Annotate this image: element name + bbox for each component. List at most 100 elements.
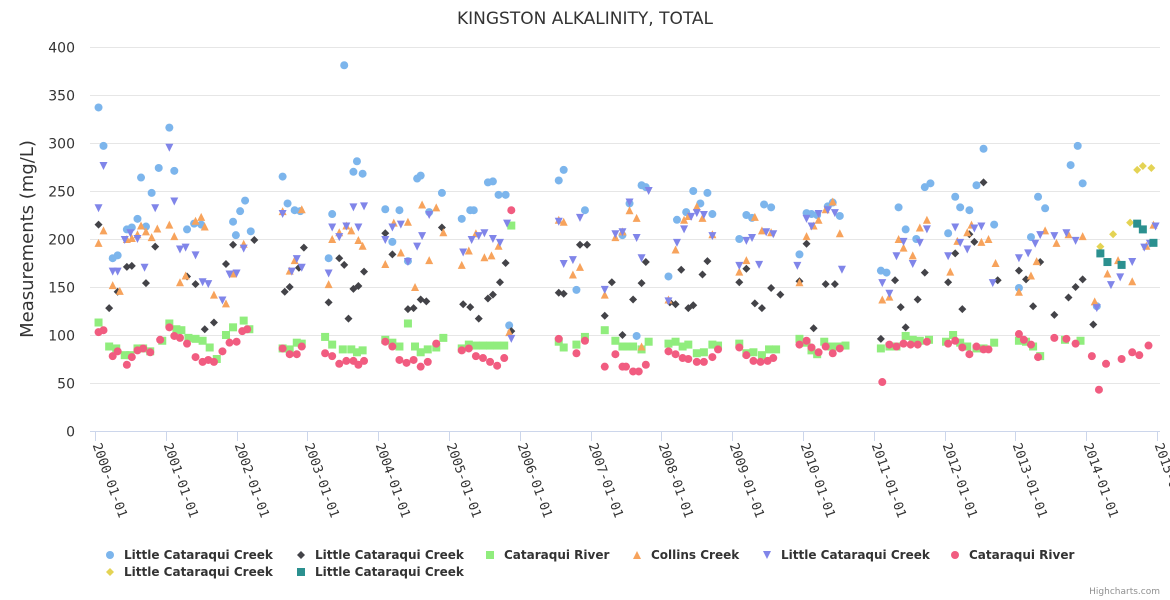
data-point[interactable] [358,241,367,250]
data-point[interactable] [757,226,766,235]
data-point[interactable] [575,240,584,249]
data-point[interactable] [915,336,924,345]
data-point[interactable] [358,169,367,178]
data-point[interactable] [388,237,397,246]
data-point[interactable] [395,355,404,364]
data-point[interactable] [212,355,221,363]
data-point[interactable] [418,200,427,209]
data-point[interactable] [575,213,584,222]
data-point[interactable] [221,331,230,339]
data-point[interactable] [99,141,108,150]
data-point[interactable] [328,235,337,243]
data-point[interactable] [395,342,404,351]
data-point[interactable] [600,311,609,320]
data-point[interactable] [830,280,839,289]
data-point[interactable] [632,213,641,222]
data-point[interactable] [765,345,774,354]
data-point[interactable] [901,225,910,234]
data-point[interactable] [181,243,190,252]
data-point[interactable] [568,270,577,279]
data-point[interactable] [113,267,122,276]
legend-item[interactable]: Collins Creek [633,548,740,562]
data-point[interactable] [644,337,653,346]
data-point[interactable] [1050,310,1059,319]
legend-item[interactable]: Little Cataraqui Creek [106,548,274,562]
data-point[interactable] [677,265,686,274]
data-point[interactable] [1032,257,1041,266]
legend-item[interactable]: Little Cataraqui Creek [297,565,465,579]
data-point[interactable] [388,223,397,232]
data-point[interactable] [439,333,448,342]
data-point[interactable] [637,254,646,263]
data-point[interactable] [381,235,390,244]
data-point[interactable] [165,323,174,332]
data-point[interactable] [915,223,924,232]
data-point[interactable] [197,212,206,221]
data-point[interactable] [241,196,250,205]
data-point[interactable] [1128,348,1137,357]
data-point[interactable] [94,318,103,327]
data-point[interactable] [926,179,935,188]
data-point[interactable] [559,259,568,268]
data-point[interactable] [501,190,510,199]
data-point[interactable] [113,347,122,356]
data-point[interactable] [466,303,475,312]
data-point[interactable] [559,165,568,174]
data-point[interactable] [280,287,289,296]
data-point[interactable] [756,357,765,366]
data-point[interactable] [495,278,504,287]
data-point[interactable] [1076,336,1085,345]
data-point[interactable] [814,215,823,224]
data-point[interactable] [946,267,955,276]
data-point[interactable] [772,345,781,354]
data-point[interactable] [191,280,200,289]
data-point[interactable] [381,229,390,238]
data-point[interactable] [708,340,717,349]
data-point[interactable] [600,290,609,299]
data-point[interactable] [977,237,986,246]
data-point[interactable] [835,211,844,220]
data-point[interactable] [246,227,255,236]
data-point[interactable] [299,243,308,252]
data-point[interactable] [328,340,337,349]
data-point[interactable] [342,356,351,365]
data-point[interactable] [1102,359,1111,368]
data-point[interactable] [1066,161,1075,170]
data-point[interactable] [684,340,693,349]
data-point[interactable] [493,361,502,370]
data-point[interactable] [360,267,369,276]
data-point[interactable] [913,295,922,304]
data-point[interactable] [285,350,294,359]
data-point[interactable] [698,213,707,222]
data-point[interactable] [146,348,155,357]
data-point[interactable] [671,350,680,359]
data-point[interactable] [108,352,117,361]
data-point[interactable] [328,352,337,361]
data-point[interactable] [641,360,650,369]
data-point[interactable] [899,237,908,246]
data-point[interactable] [120,235,129,244]
data-point[interactable] [684,355,693,363]
data-point[interactable] [488,290,497,299]
data-point[interactable] [191,216,200,225]
data-point[interactable] [321,349,330,358]
data-point[interactable] [970,237,979,246]
data-point[interactable] [671,245,680,254]
data-point[interactable] [795,250,804,259]
data-point[interactable] [742,351,751,360]
data-point[interactable] [735,261,744,270]
data-point[interactable] [920,183,929,192]
data-point[interactable] [559,289,568,298]
data-point[interactable] [988,279,997,288]
data-point[interactable] [559,343,568,352]
data-point[interactable] [126,229,135,238]
data-point[interactable] [1103,269,1112,278]
legend-marker-icon[interactable] [763,551,771,559]
data-point[interactable] [554,217,563,226]
data-point[interactable] [218,296,227,305]
data-point[interactable] [324,298,333,307]
data-point[interactable] [618,331,627,339]
data-point[interactable] [944,339,953,348]
data-point[interactable] [572,340,581,349]
data-point[interactable] [680,225,689,234]
